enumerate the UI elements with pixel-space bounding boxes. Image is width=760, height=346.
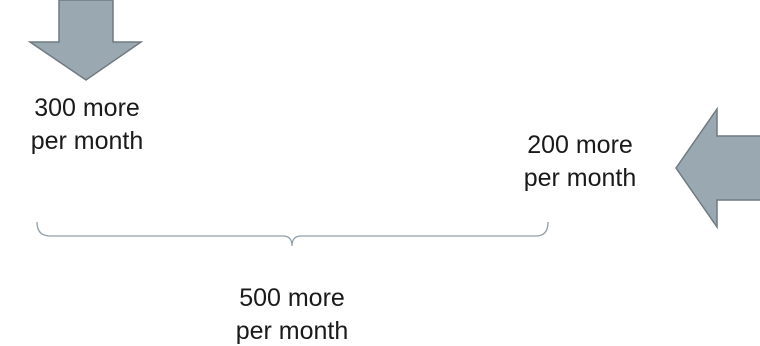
label-500-line1: 500 more	[239, 284, 345, 312]
label-200-line2: per month	[523, 164, 637, 192]
brace-bracket	[36, 221, 549, 247]
arrow-down-icon	[27, 0, 144, 81]
label-500-line2: per month	[235, 317, 349, 345]
label-300-line1: 300 more	[34, 94, 140, 122]
label-200-more: 200 more per month	[495, 129, 665, 195]
label-500-more: 500 more per month	[207, 282, 377, 346]
arrow-left-icon	[675, 106, 760, 230]
label-300-more: 300 more per month	[2, 92, 172, 158]
label-300-line2: per month	[30, 127, 144, 155]
label-200-line1: 200 more	[527, 131, 633, 159]
